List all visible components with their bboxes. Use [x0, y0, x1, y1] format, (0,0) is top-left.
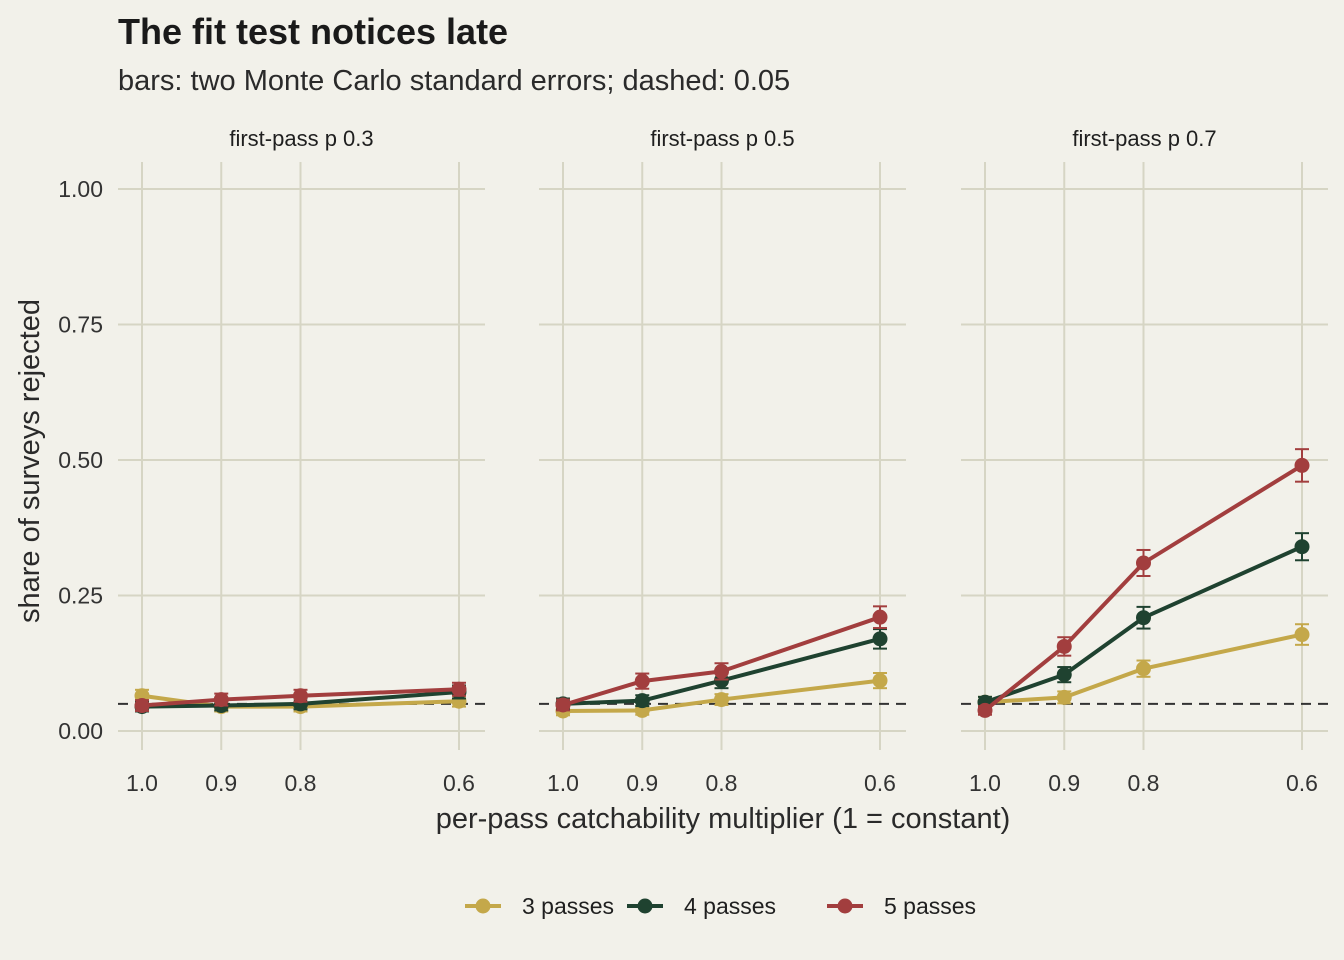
- x-tick-label: 1.0: [969, 770, 1001, 796]
- x-tick-label: 1.0: [547, 770, 579, 796]
- legend-entry: 5 passes: [827, 893, 976, 919]
- series-line: [562, 636, 881, 706]
- series-line: [562, 678, 881, 713]
- x-tick-label: 0.8: [1128, 770, 1160, 796]
- x-axis-label: per-pass catchability multiplier (1 = co…: [436, 803, 1011, 835]
- series-5-passes: [977, 448, 1310, 718]
- data-point: [213, 692, 229, 708]
- legend-swatch-point: [837, 898, 853, 914]
- legend-swatch-point: [475, 898, 491, 914]
- gridlines: [961, 162, 1328, 750]
- y-tick-label: 0.50: [58, 447, 103, 473]
- data-point: [1056, 638, 1072, 654]
- y-tick-label: 0.75: [58, 312, 103, 338]
- y-tick-label: 0.00: [58, 718, 103, 744]
- data-point: [1136, 555, 1151, 571]
- legend-label: 4 passes: [684, 893, 776, 919]
- panel-strip-label: first-pass p 0.7: [1072, 126, 1216, 151]
- panel-strip-label: first-pass p 0.3: [229, 126, 373, 151]
- data-point: [634, 693, 650, 709]
- series-5-passes: [134, 681, 467, 714]
- legend-label: 3 passes: [522, 893, 614, 919]
- data-point: [1056, 667, 1072, 683]
- legend-entry: 3 passes: [465, 893, 614, 919]
- data-point: [1294, 539, 1310, 555]
- chart-title: The fit test notices late: [118, 11, 508, 52]
- data-point: [872, 631, 888, 647]
- panel-3: first-pass p 0.7 1.0 0.9 0.8 0.6: [961, 126, 1328, 796]
- series-line: [141, 689, 460, 709]
- legend-entry: 4 passes: [627, 893, 776, 919]
- data-point: [872, 609, 888, 625]
- data-point: [1136, 661, 1151, 677]
- data-point: [1136, 610, 1151, 626]
- x-tick-label: 0.9: [626, 770, 658, 796]
- gridlines: [118, 162, 485, 750]
- legend-swatch-point: [637, 898, 653, 914]
- y-tick-label: 1.00: [58, 176, 103, 202]
- x-tick-label: 0.9: [205, 770, 237, 796]
- data-point: [714, 663, 729, 679]
- panel-1: first-pass p 0.3 1.0 0.9 0.8 0.6: [118, 126, 485, 796]
- data-point: [872, 673, 888, 689]
- x-tick-label: 0.6: [864, 770, 896, 796]
- y-axis-label: share of surveys rejected: [14, 299, 46, 623]
- panel-strip-label: first-pass p 0.5: [650, 126, 794, 151]
- chart-subtitle: bars: two Monte Carlo standard errors; d…: [118, 65, 790, 97]
- legend-label: 5 passes: [884, 893, 976, 919]
- series-line: [562, 615, 881, 707]
- y-axis-ticks: 0.00 0.25 0.50 0.75 1.00: [58, 176, 103, 744]
- x-tick-label: 0.6: [443, 770, 475, 796]
- series-3-passes: [555, 672, 888, 719]
- series-line: [984, 544, 1303, 705]
- data-point: [555, 697, 571, 713]
- data-point: [1056, 689, 1072, 705]
- data-point: [977, 702, 993, 718]
- legend: 3 passes 4 passes 5 passes: [465, 893, 976, 919]
- data-point: [293, 688, 308, 704]
- gridlines: [539, 162, 906, 750]
- data-point: [1294, 457, 1310, 473]
- x-axis-ticks: 1.0 0.9 0.8 0.6: [969, 770, 1318, 796]
- y-tick-label: 0.25: [58, 583, 103, 609]
- series-5-passes: [555, 605, 888, 713]
- data-point: [134, 698, 150, 714]
- x-tick-label: 0.8: [285, 770, 317, 796]
- x-axis-ticks: 1.0 0.9 0.8 0.6: [126, 770, 475, 796]
- x-tick-label: 1.0: [126, 770, 158, 796]
- x-tick-label: 0.8: [706, 770, 738, 796]
- data-point: [451, 681, 467, 697]
- data-point: [714, 692, 729, 708]
- panels-layer: 0.00 0.25 0.50 0.75 1.00 first-pass p 0.3 1.0 0…: [58, 126, 1328, 796]
- x-axis-ticks: 1.0 0.9 0.8 0.6: [547, 770, 896, 796]
- series-line: [983, 463, 1304, 712]
- series-line: [984, 632, 1303, 705]
- x-tick-label: 0.6: [1286, 770, 1318, 796]
- panel-2: first-pass p 0.5 1.0 0.9 0.8 0.6: [539, 126, 906, 796]
- series-line: [141, 687, 460, 708]
- x-tick-label: 0.9: [1048, 770, 1080, 796]
- data-point: [634, 673, 650, 689]
- data-point: [1294, 627, 1310, 643]
- series-4-passes: [977, 532, 1310, 710]
